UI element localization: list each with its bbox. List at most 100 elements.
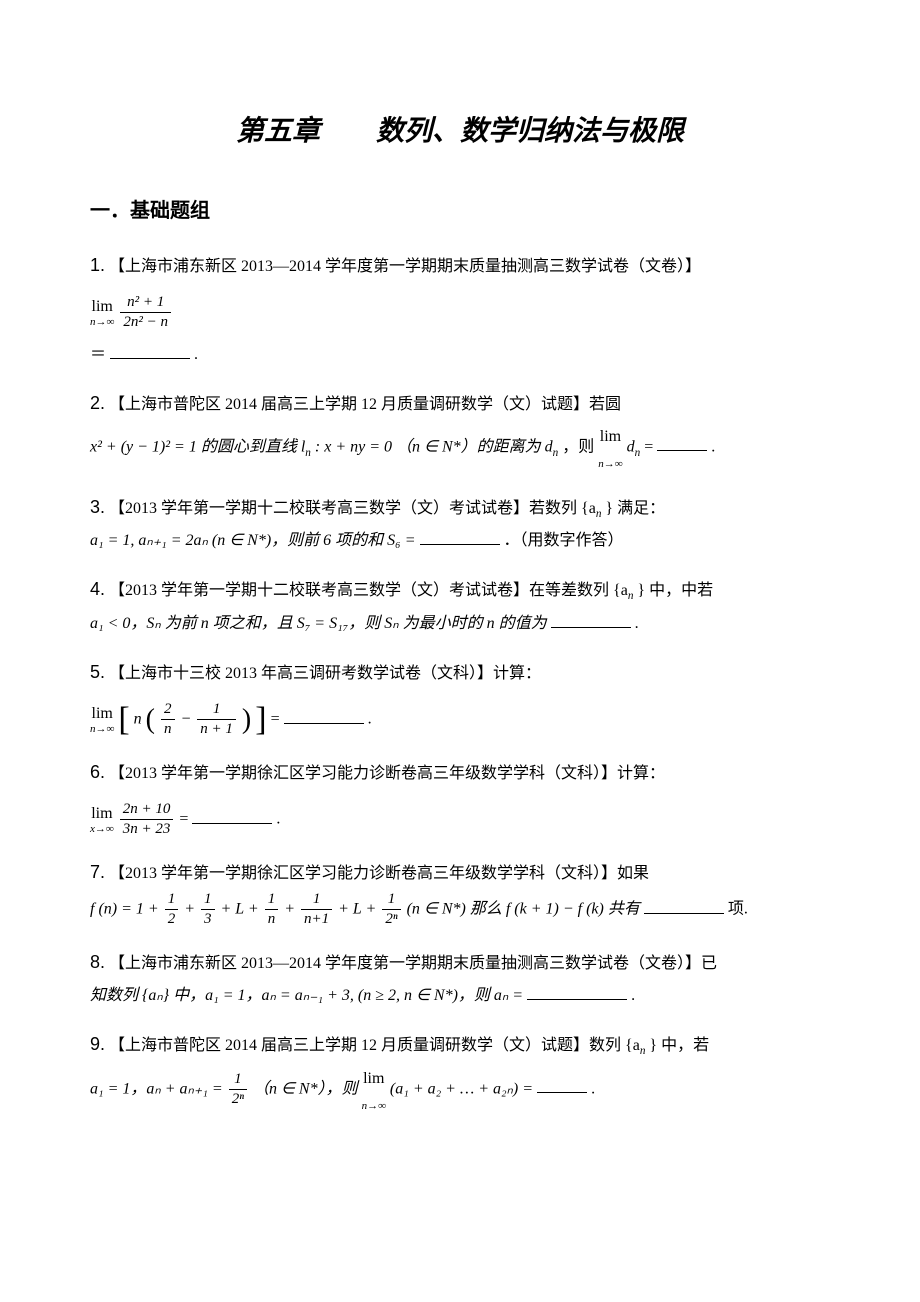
q3-text: a₁ = 1, aₙ₊₁ = 2aₙ (n ∈ N*)，则前 6 项的和 S₆ … bbox=[90, 532, 420, 549]
q3-source: 【2013 学年第一学期十二校联考高三数学（文）考试试卷】若数列 {a bbox=[109, 500, 596, 517]
q7-f1n: 1 bbox=[165, 890, 179, 911]
q7-f2n: 1 bbox=[201, 890, 215, 911]
q7-text-a: f (n) = 1 + bbox=[90, 901, 163, 918]
q5-source: 【上海市十三校 2013 年高三调研考数学试卷（文科）】计算： bbox=[109, 665, 541, 682]
q5-lim: lim bbox=[90, 704, 114, 723]
q4-source: 【2013 学年第一学期十二校联考高三数学（文）考试试卷】在等差数列 {a bbox=[109, 582, 628, 599]
q7-tail: 项. bbox=[728, 901, 748, 918]
q6-frac-den: 3n + 23 bbox=[120, 820, 174, 840]
q9-text-c: (a₁ + a₂ + … + a₂ₙ) = bbox=[390, 1080, 537, 1097]
q5-f1-num: 2 bbox=[161, 700, 175, 721]
q8-period: . bbox=[631, 987, 635, 1004]
q9-source-tail: } 中，若 bbox=[649, 1037, 709, 1054]
question-8: 8. 【上海市浦东新区 2013—2014 学年度第一学期期末质量抽测高三数学试… bbox=[90, 944, 830, 1012]
q5-lim-sub: n→∞ bbox=[90, 723, 114, 736]
q4-period: . bbox=[635, 615, 639, 632]
q7-f5d: 2ⁿ bbox=[382, 910, 400, 930]
q6-number: 6. bbox=[90, 762, 105, 782]
q7-f1d: 2 bbox=[165, 910, 179, 930]
q9-body: a₁ = 1，aₙ + aₙ₊₁ = 1 2ⁿ （n ∈ N*），则 lim n… bbox=[90, 1063, 830, 1117]
question-4: 4. 【2013 学年第一学期十二校联考高三数学（文）考试试卷】在等差数列 {a… bbox=[90, 571, 830, 640]
q4-source-tail: } 中，中若 bbox=[637, 582, 713, 599]
q5-expression: lim n→∞ [ n ( 2 n − 1 n + 1 ) ] = . bbox=[90, 700, 830, 740]
q2-lim-sub: n→∞ bbox=[598, 453, 622, 475]
q9-frac-num: 1 bbox=[229, 1070, 247, 1091]
q5-number: 5. bbox=[90, 662, 105, 682]
section-title: 一．基础题组 bbox=[90, 195, 830, 227]
q9-text-b: （n ∈ N*），则 bbox=[253, 1080, 362, 1097]
q8-source: 【上海市浦东新区 2013—2014 学年度第一学期期末质量抽测高三数学试卷（文… bbox=[109, 955, 717, 972]
q9-text-a: a₁ = 1，aₙ + aₙ₊₁ = bbox=[90, 1080, 227, 1097]
q2-tail: = bbox=[644, 438, 657, 455]
q9-frac-den: 2ⁿ bbox=[229, 1090, 247, 1110]
q1-period: . bbox=[194, 346, 198, 363]
q7-f3d: n bbox=[265, 910, 279, 930]
question-1: 1. 【上海市浦东新区 2013—2014 学年度第一学期期末质量抽测高三数学试… bbox=[90, 247, 830, 371]
q9-source: 【上海市普陀区 2014 届高三上学期 12 月质量调研数学（文）试题】数列 {… bbox=[109, 1037, 640, 1054]
q9-period: . bbox=[591, 1080, 595, 1097]
question-9: 9. 【上海市普陀区 2014 届高三上学期 12 月质量调研数学（文）试题】数… bbox=[90, 1026, 830, 1117]
q1-blank bbox=[110, 342, 190, 359]
q1-answer-line: ＝ . bbox=[90, 339, 830, 371]
q7-d2: + L + bbox=[338, 901, 380, 918]
question-5: 5. 【上海市十三校 2013 年高三调研考数学试卷（文科）】计算： lim n… bbox=[90, 654, 830, 740]
q5-eq: = bbox=[271, 711, 284, 728]
q7-cond: (n ∈ N*) 那么 f (k + 1) − f (k) 共有 bbox=[407, 901, 644, 918]
q5-lbracket: [ bbox=[118, 703, 129, 737]
q2-text-b: : x + ny = 0 （n ∈ N*）的距离为 d bbox=[315, 438, 553, 455]
q6-expression: lim x→∞ 2n + 10 3n + 23 = . bbox=[90, 800, 830, 840]
q3-body: a₁ = 1, aₙ₊₁ = 2aₙ (n ∈ N*)，则前 6 项的和 S₆ … bbox=[90, 525, 830, 557]
q1-number: 1. bbox=[90, 255, 105, 275]
q2-source: 【上海市普陀区 2014 届高三上学期 12 月质量调研数学（文）试题】若圆 bbox=[109, 396, 621, 413]
q7-p1: + bbox=[184, 901, 199, 918]
q8-number: 8. bbox=[90, 952, 105, 972]
q9-lim: lim bbox=[362, 1063, 386, 1095]
q2-text-d: d bbox=[627, 438, 635, 455]
q8-blank bbox=[527, 983, 627, 1000]
q3-blank bbox=[420, 528, 500, 545]
q5-f2-den: n + 1 bbox=[197, 720, 236, 740]
q7-d1: + L + bbox=[221, 901, 263, 918]
q5-lparen: ( bbox=[146, 706, 155, 734]
q8-text: 知数列 {aₙ} 中，a₁ = 1，aₙ = aₙ₋₁ + 3, (n ≥ 2,… bbox=[90, 987, 527, 1004]
q6-frac-num: 2n + 10 bbox=[120, 800, 174, 821]
q3-tail: ．（用数字作答） bbox=[504, 532, 624, 549]
q1-frac-num: n² + 1 bbox=[120, 293, 171, 314]
q6-blank bbox=[192, 807, 272, 824]
q6-source: 【2013 学年第一学期徐汇区学习能力诊断卷高三年级数学学科（文科）】计算： bbox=[109, 765, 665, 782]
q7-number: 7. bbox=[90, 862, 105, 882]
question-6: 6. 【2013 学年第一学期徐汇区学习能力诊断卷高三年级数学学科（文科）】计算… bbox=[90, 754, 830, 840]
q7-f5n: 1 bbox=[382, 890, 400, 911]
q1-lim: lim bbox=[90, 297, 114, 316]
q5-period: . bbox=[368, 711, 372, 728]
q1-frac-den: 2n² − n bbox=[120, 313, 171, 333]
q4-text: a₁ < 0，Sₙ 为前 n 项之和，且 S₇ = S₁₇，则 Sₙ 为最小时的… bbox=[90, 615, 551, 632]
q7-f4n: 1 bbox=[301, 890, 332, 911]
q2-text-c: ，则 bbox=[562, 438, 598, 455]
q7-p2: + bbox=[284, 901, 299, 918]
q2-number: 2. bbox=[90, 393, 105, 413]
q6-lim-sub: x→∞ bbox=[90, 823, 114, 836]
q3-number: 3. bbox=[90, 497, 105, 517]
q8-body: 知数列 {aₙ} 中，a₁ = 1，aₙ = aₙ₋₁ + 3, (n ≥ 2,… bbox=[90, 980, 830, 1012]
q7-blank bbox=[644, 897, 724, 914]
question-3: 3. 【2013 学年第一学期十二校联考高三数学（文）考试试卷】若数列 {an … bbox=[90, 489, 830, 558]
q7-body: f (n) = 1 + 12 + 13 + L + 1n + 1n+1 + L … bbox=[90, 890, 830, 930]
q2-lim: lim bbox=[598, 421, 622, 453]
chapter-title: 第五章 数列、数学归纳法与极限 bbox=[90, 110, 830, 155]
q7-f3n: 1 bbox=[265, 890, 279, 911]
q9-number: 9. bbox=[90, 1034, 105, 1054]
q2-body: x² + (y − 1)² = 1 的圆心到直线 ln : x + ny = 0… bbox=[90, 421, 830, 475]
q7-source: 【2013 学年第一学期徐汇区学习能力诊断卷高三年级数学学科（文科）】如果 bbox=[109, 865, 649, 882]
q5-f2-num: 1 bbox=[197, 700, 236, 721]
q2-text-a: x² + (y − 1)² = 1 的圆心到直线 l bbox=[90, 438, 305, 455]
q9-lim-sub: n→∞ bbox=[362, 1095, 386, 1117]
q4-number: 4. bbox=[90, 579, 105, 599]
q6-period: . bbox=[276, 811, 280, 828]
q2-blank bbox=[657, 434, 707, 451]
q1-expression: lim n→∞ n² + 1 2n² − n bbox=[90, 293, 830, 333]
q2-period: . bbox=[711, 438, 715, 455]
q5-rparen: ) bbox=[242, 706, 251, 734]
q4-body: a₁ < 0，Sₙ 为前 n 项之和，且 S₇ = S₁₇，则 Sₙ 为最小时的… bbox=[90, 608, 830, 640]
q6-eq: = bbox=[179, 811, 192, 828]
